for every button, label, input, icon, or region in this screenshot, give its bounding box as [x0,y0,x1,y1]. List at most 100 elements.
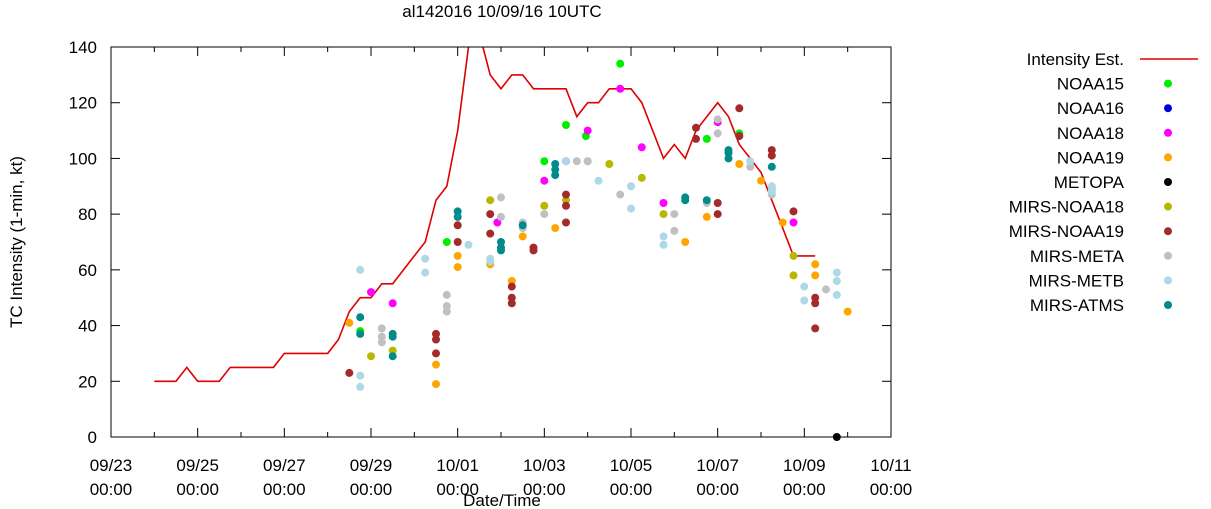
legend-swatch-dot [1164,276,1172,285]
point-mirs-atms [388,329,397,338]
y-tick-label: 120 [69,94,97,113]
point-mirs-meta [497,212,505,221]
point-mirs-meta [746,162,755,171]
axes-and-ticks: 0 20 40 60 80 100 120 140 09/23 00:00 09/25 00:00 09… [69,38,913,499]
point-mirs-atms [551,165,560,174]
point-mirs-noaa18 [789,251,798,260]
point-mirs-atms [497,243,505,252]
point-mirs-metb [659,240,668,249]
point-noaa19 [843,307,852,316]
point-mirs-noaa18 [367,352,375,361]
point-mirs-metb [627,204,635,213]
point-noaa18 [540,176,549,185]
point-mirs-noaa19 [713,199,722,207]
x-tick-label-time: 00:00 [436,480,479,499]
point-mirs-meta [616,190,625,199]
x-tick-label-time: 00:00 [610,480,653,499]
point-mirs-meta [822,285,830,294]
point-mirs-noaa19 [789,207,798,216]
point-mirs-metb [464,240,473,249]
y-axis-label: TC Intensity (1-min, kt) [7,156,26,328]
point-mirs-meta [442,302,451,311]
point-mirs-metb [832,290,841,299]
point-noaa15 [540,157,549,166]
point-noaa18 [659,199,668,207]
y-tick-label: 100 [69,149,97,168]
point-mirs-meta [572,157,581,166]
point-mirs-metb [562,157,570,166]
point-mirs-atms [681,193,690,202]
point-mirs-meta [713,129,722,138]
point-mirs-noaa19 [345,368,354,377]
point-noaa18 [388,299,397,308]
point-noaa19 [778,218,787,227]
point-mirs-noaa19 [486,210,495,219]
point-mirs-metb [767,182,776,191]
y-tick-label: 80 [78,205,97,224]
x-tick-label-date: 09/29 [350,456,393,475]
point-noaa19 [735,160,744,168]
legend-label: Intensity Est. [1027,50,1124,69]
chart-title: al142016 10/09/16 10UTC [402,2,601,21]
legend-swatch-dot [1164,178,1172,186]
point-mirs-noaa19 [562,190,570,199]
point-mirs-meta [442,307,451,316]
x-tick-label-time: 00:00 [350,480,393,499]
x-axis-label: Date/Time [463,491,541,509]
point-mirs-metb [421,268,430,277]
x-tick-label-time: 00:00 [523,480,566,499]
point-noaa19 [453,251,462,260]
legend-swatch-dot [1164,251,1172,260]
point-mirs-metb [594,176,603,185]
point-mirs-metb [746,157,755,166]
point-mirs-noaa18 [659,210,668,219]
point-mirs-noaa19 [713,210,722,219]
point-mirs-atms [356,313,365,322]
legend-swatch-dot [1164,104,1172,113]
legend-label: METOPA [1054,173,1125,192]
point-mirs-noaa18 [540,201,549,210]
legend: Intensity Est. NOAA15 NOAA16 NOAA18 NOAA19 ME… [1009,50,1198,315]
intensity-line [154,47,816,383]
point-mirs-meta [497,193,505,202]
point-mirs-meta [713,115,722,124]
point-noaa18 [583,126,592,135]
point-mirs-noaa19 [735,132,744,141]
x-tick-label-date: 10/05 [610,456,653,475]
legend-swatch-dot [1164,79,1172,88]
point-mirs-metb [800,282,809,291]
x-tick-label-time: 00:00 [696,480,739,499]
legend-swatch-dot [1164,128,1172,137]
point-noaa18 [789,218,798,227]
point-mirs-noaa19 [529,243,538,252]
point-mirs-noaa18 [637,173,646,182]
legend-label: NOAA18 [1057,124,1124,143]
point-mirs-metb [356,382,365,391]
point-mirs-metb [800,296,809,305]
legend-label: MIRS-NOAA19 [1009,222,1124,241]
legend-swatch-dot [1164,153,1172,162]
point-noaa19 [551,224,560,233]
point-noaa19 [432,380,440,389]
x-tick-label-date: 09/27 [263,456,306,475]
point-mirs-noaa19 [453,238,462,246]
legend-label: NOAA16 [1057,99,1124,118]
point-mirs-metb [659,232,668,241]
legend-swatch-dot [1164,202,1172,211]
legend-swatch-dot [1164,301,1172,309]
legend-label: MIRS-ATMS [1030,296,1124,315]
legend-label: MIRS-NOAA18 [1009,198,1124,217]
point-mirs-metb [767,187,776,196]
x-tick-label-date: 10/03 [523,456,566,475]
legend-label: MIRS-METB [1029,271,1124,290]
point-mirs-atms [724,146,733,155]
x-tick-label-date: 10/09 [783,456,826,475]
y-tick-label: 140 [69,38,97,57]
point-noaa18 [367,288,375,297]
point-mirs-atms [767,162,776,171]
point-noaa19 [681,238,690,246]
x-tick-label-date: 10/01 [436,456,479,475]
point-mirs-noaa19 [692,123,700,132]
point-mirs-noaa19 [735,104,744,113]
